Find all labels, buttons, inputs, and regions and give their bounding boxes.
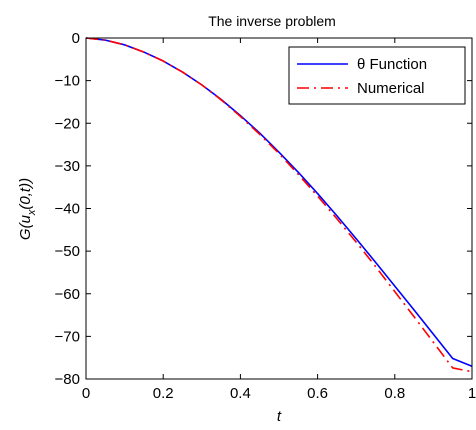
legend-label-numerical: Numerical (357, 80, 425, 97)
x-tick-label: 0.2 (153, 385, 174, 402)
x-tick-label: 1 (468, 385, 476, 402)
y-axis-label: G(ux(0,t)) (17, 178, 38, 240)
x-tick-label: 0.4 (230, 385, 251, 402)
y-tick-label: −70 (55, 328, 80, 345)
y-tick-label: −20 (55, 115, 80, 132)
y-tick-label: −30 (55, 158, 80, 175)
x-axis-ticks: 0 0.2 0.4 0.6 0.8 1 (82, 38, 476, 402)
y-tick-label: −10 (55, 73, 80, 90)
legend: θ Function Numerical (288, 46, 466, 105)
x-tick-label: 0.8 (384, 385, 405, 402)
y-tick-label: −80 (55, 371, 80, 388)
x-tick-label: 0 (82, 385, 90, 402)
legend-box (288, 46, 466, 105)
x-axis-label: t (277, 408, 282, 425)
y-tick-label: −40 (55, 201, 80, 218)
y-tick-label: −60 (55, 286, 80, 303)
y-tick-label: 0 (72, 30, 80, 47)
legend-label-theta-function: θ Function (357, 56, 427, 73)
x-tick-label: 0.6 (307, 385, 328, 402)
y-axis-ticks: 0 −10 −20 −30 −40 −50 −60 −70 −80 (55, 30, 472, 388)
y-tick-label: −50 (55, 243, 80, 260)
chart-title: The inverse problem (208, 13, 336, 29)
plot-lines (85, 37, 473, 373)
series-line-numerical (85, 37, 473, 373)
